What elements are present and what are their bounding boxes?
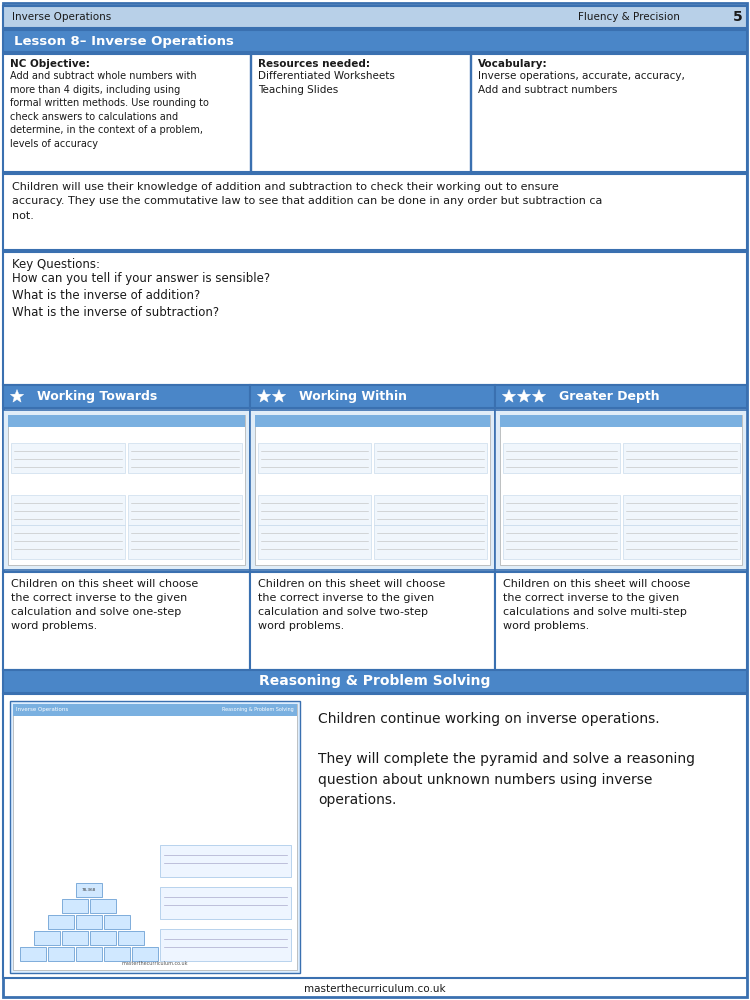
Polygon shape: [257, 389, 271, 402]
Polygon shape: [503, 389, 516, 402]
Bar: [128, 525, 242, 559]
Bar: [250, 572, 495, 670]
Text: Children on this sheet will choose
the correct inverse to the given
calculation : Children on this sheet will choose the c…: [11, 579, 198, 631]
Bar: [10, 701, 300, 973]
Bar: [258, 525, 371, 559]
Bar: [470, 54, 471, 172]
Bar: [3, 252, 747, 385]
Text: NC Objective:: NC Objective:: [10, 59, 90, 69]
Bar: [495, 385, 747, 408]
Text: Reasoning & Problem Solving: Reasoning & Problem Solving: [260, 674, 490, 688]
Text: Fluency & Precision: Fluency & Precision: [578, 12, 680, 22]
Polygon shape: [532, 389, 546, 402]
Text: Lesson 8– Inverse Operations: Lesson 8– Inverse Operations: [14, 34, 234, 47]
Text: 78,368: 78,368: [82, 888, 96, 892]
Bar: [3, 694, 747, 978]
Bar: [160, 929, 291, 961]
Text: Differentiated Worksheets
Teaching Slides: Differentiated Worksheets Teaching Slide…: [258, 71, 394, 95]
Bar: [20, 947, 46, 961]
Bar: [132, 947, 158, 961]
Bar: [503, 443, 620, 473]
Bar: [623, 495, 740, 525]
Bar: [3, 54, 747, 172]
Bar: [3, 670, 747, 693]
Bar: [62, 931, 88, 945]
Bar: [503, 525, 620, 559]
Bar: [623, 525, 740, 559]
Text: Greater Depth: Greater Depth: [559, 390, 660, 403]
Text: Inverse Operations: Inverse Operations: [16, 708, 68, 712]
Bar: [495, 572, 747, 670]
Text: What is the inverse of subtraction?: What is the inverse of subtraction?: [12, 306, 219, 319]
Text: Children on this sheet will choose
the correct inverse to the given
calculation : Children on this sheet will choose the c…: [258, 579, 446, 631]
Bar: [34, 931, 60, 945]
Bar: [11, 525, 125, 559]
Bar: [374, 495, 487, 525]
Bar: [160, 887, 291, 919]
Bar: [8, 415, 245, 565]
Text: Resources needed:: Resources needed:: [258, 59, 370, 69]
Text: Key Questions:: Key Questions:: [12, 258, 100, 271]
Text: Add and subtract whole numbers with
more than 4 digits, including using
formal w: Add and subtract whole numbers with more…: [10, 71, 208, 149]
Polygon shape: [10, 389, 24, 402]
Bar: [128, 443, 242, 473]
Text: Children will use their knowledge of addition and subtraction to check their wor: Children will use their knowledge of add…: [12, 182, 602, 221]
Bar: [8, 415, 245, 427]
Text: Children on this sheet will choose
the correct inverse to the given
calculations: Children on this sheet will choose the c…: [503, 579, 690, 631]
Text: Children continue working on inverse operations.: Children continue working on inverse ope…: [318, 712, 660, 726]
Bar: [90, 899, 116, 913]
Bar: [3, 385, 250, 408]
Bar: [48, 915, 74, 929]
Bar: [13, 704, 297, 970]
Bar: [500, 415, 742, 565]
Polygon shape: [518, 389, 531, 402]
Text: Inverse operations, accurate, accuracy,
Add and subtract numbers: Inverse operations, accurate, accuracy, …: [478, 71, 685, 95]
Text: 5: 5: [734, 10, 743, 24]
Bar: [255, 415, 490, 565]
Text: Vocabulary:: Vocabulary:: [478, 59, 548, 69]
Polygon shape: [272, 389, 286, 402]
Bar: [128, 495, 242, 525]
Text: How can you tell if your answer is sensible?: How can you tell if your answer is sensi…: [12, 272, 270, 285]
Text: What is the inverse of addition?: What is the inverse of addition?: [12, 289, 200, 302]
Bar: [374, 525, 487, 559]
Bar: [250, 410, 495, 570]
Text: masterthecurriculum.co.uk: masterthecurriculum.co.uk: [304, 984, 446, 994]
Bar: [11, 443, 125, 473]
Bar: [160, 845, 291, 877]
Text: Inverse Operations: Inverse Operations: [12, 12, 111, 22]
Bar: [76, 947, 102, 961]
Bar: [90, 931, 116, 945]
Bar: [3, 6, 747, 28]
Bar: [48, 947, 74, 961]
Bar: [3, 30, 747, 52]
Bar: [250, 385, 495, 408]
Bar: [250, 54, 251, 172]
Bar: [500, 415, 742, 427]
Bar: [3, 410, 250, 570]
Bar: [258, 443, 371, 473]
Text: masterthecurriculum.co.uk: masterthecurriculum.co.uk: [122, 961, 188, 966]
Text: Working Towards: Working Towards: [37, 390, 158, 403]
Text: Working Within: Working Within: [299, 390, 407, 403]
Bar: [3, 174, 747, 250]
Text: They will complete the pyramid and solve a reasoning
question about unknown numb: They will complete the pyramid and solve…: [318, 752, 695, 807]
Bar: [11, 495, 125, 525]
Text: Reasoning & Problem Solving: Reasoning & Problem Solving: [222, 708, 294, 712]
Bar: [104, 915, 130, 929]
Bar: [255, 415, 490, 427]
Bar: [374, 443, 487, 473]
Bar: [3, 572, 250, 670]
Bar: [503, 495, 620, 525]
Bar: [62, 899, 88, 913]
Bar: [104, 947, 130, 961]
Bar: [118, 931, 144, 945]
Bar: [76, 915, 102, 929]
Bar: [495, 410, 747, 570]
Bar: [13, 704, 297, 716]
Bar: [623, 443, 740, 473]
Bar: [258, 495, 371, 525]
Bar: [76, 883, 102, 897]
